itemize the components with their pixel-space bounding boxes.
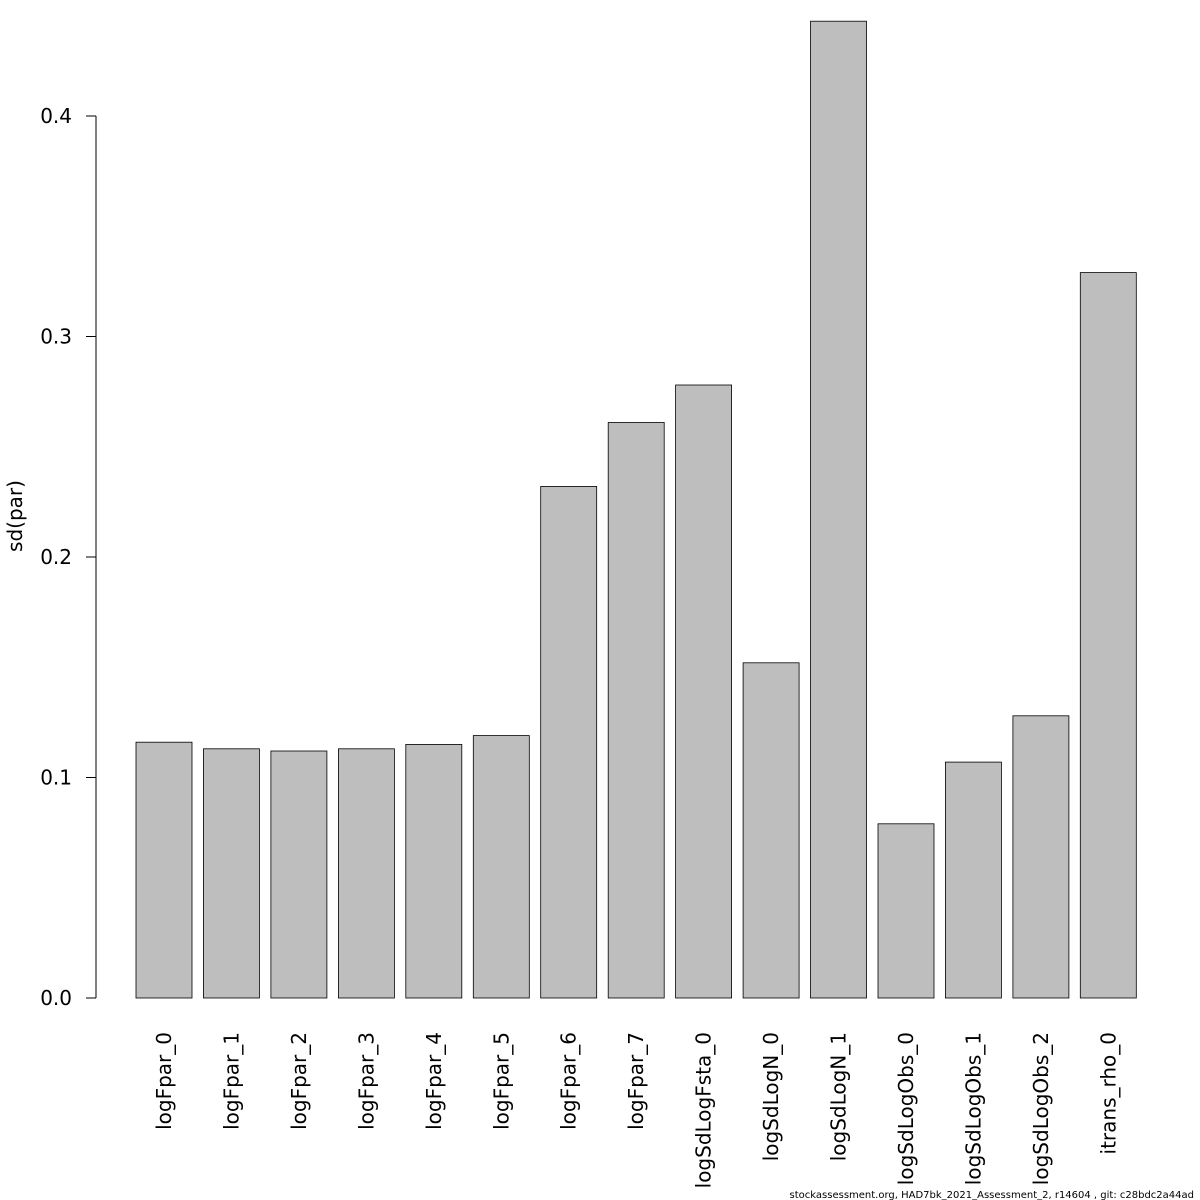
- y-axis: 0.0 0.1 0.2 0.3 0.4: [40, 104, 97, 1010]
- x-category-label: logFpar_6: [557, 1032, 581, 1130]
- x-category-label: logSdLogN_1: [827, 1032, 851, 1161]
- x-axis-labels: logFpar_0 logFpar_1 logFpar_2 logFpar_3 logF…: [152, 1032, 1120, 1188]
- y-axis-title: sd(par): [3, 480, 27, 552]
- x-category-label: logFpar_3: [354, 1032, 378, 1130]
- bar-logSdLogN_0: [742, 662, 800, 999]
- x-category-label: logFpar_2: [287, 1032, 311, 1130]
- x-category-label: logSdLogObs_2: [1029, 1032, 1053, 1185]
- bar-logFpar_0: [135, 741, 193, 999]
- bars-group: [135, 20, 1137, 999]
- x-category-label: logFpar_1: [219, 1032, 243, 1130]
- bar-logSdLogObs_0: [877, 823, 935, 999]
- y-tick-label: 0.3: [40, 325, 72, 349]
- y-tick-label: 0.1: [40, 766, 72, 790]
- bar-logSdLogObs_2: [1012, 715, 1070, 999]
- bar-logFpar_6: [540, 485, 598, 999]
- x-category-label: logFpar_0: [152, 1032, 176, 1130]
- x-category-label: logSdLogFsta_0: [692, 1032, 716, 1188]
- bar-logSdLogN_1: [810, 20, 867, 999]
- footer-credit: stockassessment.org, HAD7bk_2021_Assessm…: [790, 1190, 1194, 1200]
- y-tick-label: 0.2: [40, 545, 72, 569]
- bar-logFpar_3: [337, 748, 395, 999]
- x-category-label: logFpar_5: [489, 1032, 513, 1130]
- bar-logFpar_7: [607, 422, 665, 999]
- bar-logFpar_1: [202, 748, 260, 999]
- x-category-label: logSdLogN_0: [759, 1032, 783, 1161]
- x-category-label: itrans_rho_0: [1096, 1032, 1120, 1154]
- y-tick-label: 0.4: [40, 104, 72, 128]
- bar-itrans_rho_0: [1079, 272, 1137, 999]
- bar-logSdLogObs_1: [945, 761, 1002, 999]
- bar-logFpar_5: [472, 735, 530, 999]
- x-category-label: logFpar_4: [422, 1032, 446, 1130]
- x-category-label: logSdLogObs_1: [961, 1032, 985, 1185]
- y-tick-label: 0.0: [40, 986, 72, 1010]
- bar-logFpar_4: [405, 744, 463, 999]
- x-category-label: logFpar_7: [624, 1032, 648, 1130]
- x-category-label: logSdLogObs_0: [894, 1032, 918, 1185]
- bar-logFpar_2: [270, 750, 328, 999]
- bar-logSdLogFsta_0: [675, 384, 732, 999]
